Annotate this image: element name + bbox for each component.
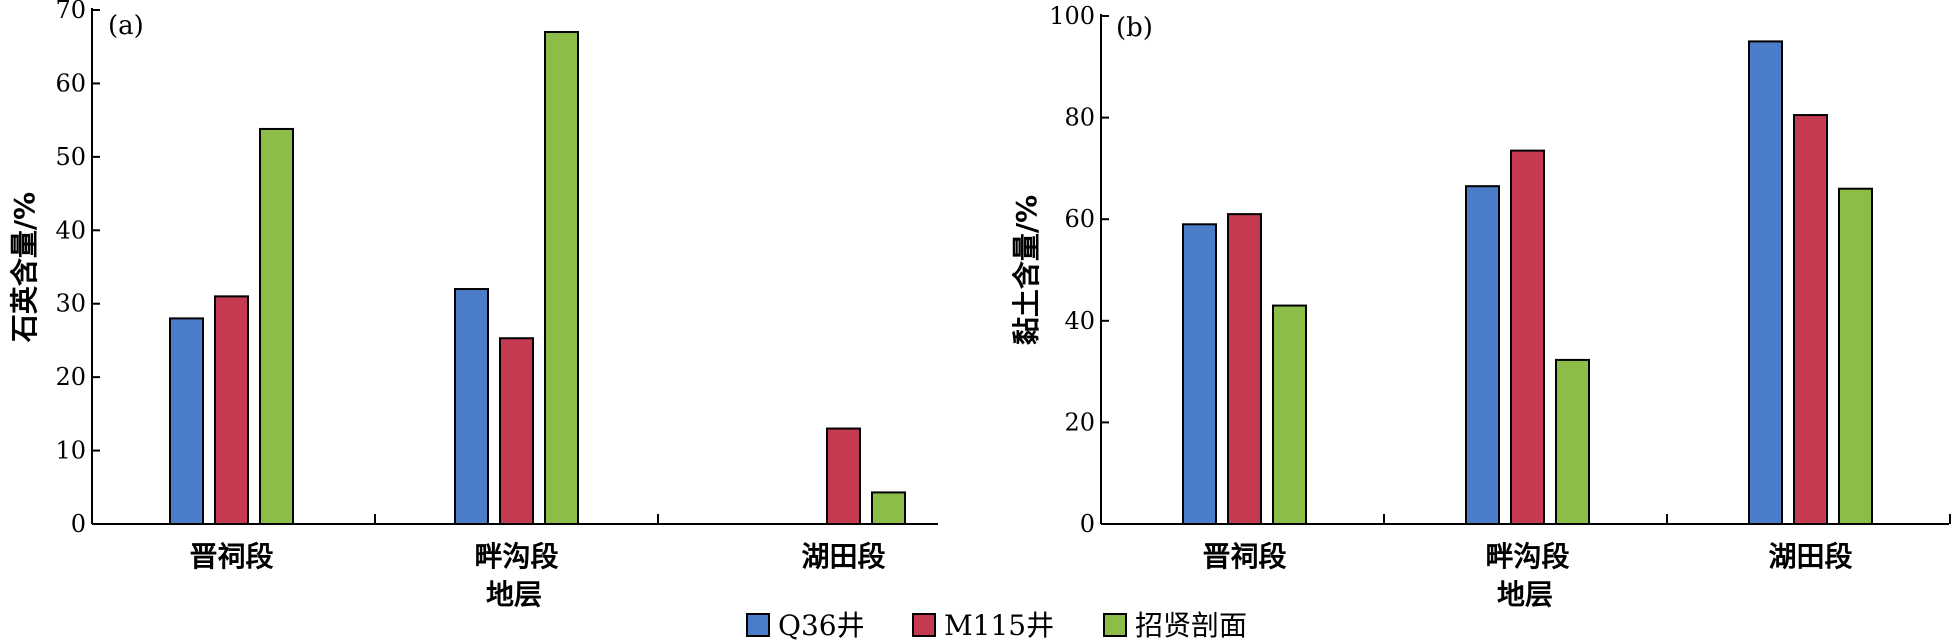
y-axis-title: 黏土含量/%: [1010, 195, 1043, 345]
legend-swatch-q36: [746, 613, 770, 637]
y-tick-label: 20: [1064, 408, 1095, 436]
y-tick-label: 10: [55, 437, 86, 465]
bar-q36-0: [169, 317, 204, 525]
legend: Q36井 M115井 招贤剖面: [746, 609, 1247, 642]
bar-q36-2: [1748, 40, 1783, 526]
x-category-label: 畔沟段: [474, 540, 558, 573]
panel-label: (b): [1116, 13, 1153, 43]
y-tick-label: 40: [1064, 307, 1095, 335]
x-axis-title: 地层: [1497, 578, 1553, 611]
legend-swatch-m115: [912, 613, 936, 637]
bar-zhaoxian-0: [259, 127, 294, 525]
bar-q36-0: [1182, 223, 1217, 525]
x-axis-title: 地层: [486, 578, 542, 611]
x-category-label: 湖田段: [801, 540, 885, 573]
bar-m115-2: [1793, 114, 1828, 525]
legend-label: 招贤剖面: [1135, 609, 1247, 642]
y-tick-label: 40: [55, 216, 86, 244]
y-tick-label: 60: [55, 69, 86, 97]
bar-zhaoxian-1: [544, 31, 579, 526]
bar-q36-1: [1465, 185, 1500, 525]
y-tick-label: 60: [1064, 205, 1095, 233]
y-tick-label: 100: [1049, 2, 1095, 30]
x-category-label: 湖田段: [1768, 540, 1852, 573]
bar-m115-2: [826, 427, 861, 525]
x-category-label: 畔沟段: [1485, 540, 1569, 573]
bar-m115-0: [1227, 213, 1262, 525]
panel-label: (a): [108, 11, 144, 41]
bar-zhaoxian-2: [1838, 187, 1873, 525]
y-tick-label: 0: [1080, 510, 1095, 538]
bar-zhaoxian-0: [1272, 304, 1307, 525]
bar-q36-1: [454, 288, 489, 525]
y-tick-label: 30: [55, 290, 86, 318]
y-tick-label: 50: [55, 143, 86, 171]
bar-m115-0: [214, 295, 249, 525]
y-tick-label: 20: [55, 363, 86, 391]
legend-label: M115井: [944, 609, 1054, 642]
bar-m115-1: [1510, 149, 1545, 525]
legend-swatch-zhaoxian: [1103, 613, 1127, 637]
y-tick-label: 80: [1064, 104, 1095, 132]
y-tick-label: 0: [71, 510, 86, 538]
legend-label: Q36井: [778, 609, 865, 642]
bar-zhaoxian-2: [871, 491, 906, 526]
y-axis-title: 石英含量/%: [8, 192, 41, 343]
x-category-label: 晋祠段: [1202, 540, 1286, 573]
bar-m115-1: [499, 337, 534, 525]
y-tick-label: 70: [55, 0, 86, 24]
bar-zhaoxian-1: [1555, 358, 1590, 525]
x-category-label: 晋祠段: [189, 540, 273, 573]
